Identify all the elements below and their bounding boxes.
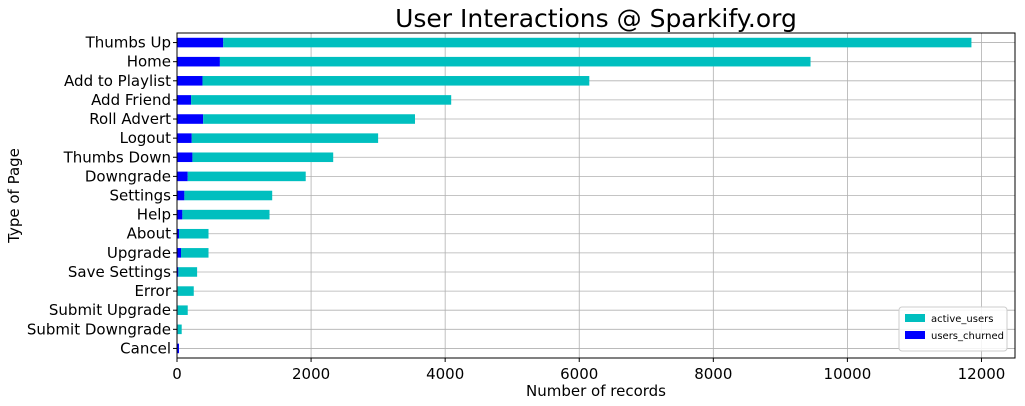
bar-users_churned: [177, 209, 183, 220]
chart-title: User Interactions @ Sparkify.org: [395, 4, 797, 33]
bar-users_churned: [177, 37, 224, 48]
category-label: Roll Advert: [89, 110, 171, 128]
bar-active_users: [177, 305, 188, 315]
x-axis: 0 2000 4000 6000 8000 10000 12000: [172, 358, 1005, 383]
category-label: Submit Downgrade: [27, 320, 171, 338]
bar-active_users: [181, 248, 209, 258]
bar-active_users: [202, 76, 590, 86]
x-tick-label: 10000: [824, 365, 872, 383]
bar-users_churned: [177, 228, 180, 239]
bar-active_users: [223, 37, 972, 48]
bar-users_churned: [177, 248, 182, 258]
bar-users_churned: [177, 267, 179, 277]
category-label: Help: [137, 206, 171, 224]
category-label: Settings: [109, 187, 171, 205]
legend-swatch-active_users: [905, 314, 925, 322]
y-axis-title: Type of Page: [5, 148, 23, 244]
category-label: Error: [134, 282, 171, 300]
legend: active_users users_churned: [898, 306, 1008, 352]
category-label: Upgrade: [107, 244, 171, 262]
bar-active_users: [203, 114, 415, 124]
bar-active_users: [182, 209, 270, 220]
x-tick-label: 12000: [958, 365, 1006, 383]
x-tick-label: 8000: [694, 365, 732, 383]
legend-box: [898, 306, 1008, 352]
bar-active_users: [177, 286, 194, 296]
category-label: Thumbs Down: [63, 148, 171, 166]
bar-active_users: [191, 95, 452, 105]
category-label: Save Settings: [68, 263, 171, 281]
bar-active_users: [179, 228, 209, 239]
bar-users_churned: [177, 114, 204, 124]
category-label: Home: [127, 53, 171, 71]
category-label: Cancel: [120, 339, 171, 357]
category-label: Logout: [120, 129, 171, 147]
bar-users_churned: [177, 190, 185, 201]
bar-users_churned: [177, 95, 192, 105]
category-label: Add Friend: [91, 91, 171, 109]
bar-active_users: [219, 56, 811, 67]
bar-active_users: [192, 152, 334, 163]
category-label: Add to Playlist: [64, 72, 171, 90]
bar-users_churned: [177, 343, 180, 354]
bar-active_users: [191, 133, 379, 143]
bar-users_churned: [177, 171, 188, 182]
category-label: About: [127, 225, 171, 243]
legend-label-active_users: active_users: [931, 314, 993, 325]
category-label: Thumbs Up: [85, 34, 171, 52]
category-label: Submit Upgrade: [49, 301, 171, 319]
category-label: Downgrade: [85, 167, 171, 185]
bar-active_users: [184, 190, 273, 201]
bar-users_churned: [177, 56, 220, 67]
bar-active_users: [187, 171, 306, 182]
x-tick-label: 6000: [560, 365, 598, 383]
bar-users_churned: [177, 133, 192, 143]
bar-users_churned: [177, 76, 203, 86]
x-axis-title: Number of records: [526, 382, 666, 400]
x-tick-label: 4000: [426, 365, 464, 383]
bar-active_users: [177, 324, 182, 335]
legend-swatch-users_churned: [905, 331, 925, 339]
legend-label-users_churned: users_churned: [931, 331, 1004, 342]
bar-users_churned: [177, 152, 193, 163]
bars: [177, 37, 972, 354]
bar-active_users: [178, 267, 198, 277]
x-tick-label: 2000: [292, 365, 330, 383]
x-tick-label: 0: [172, 365, 182, 383]
